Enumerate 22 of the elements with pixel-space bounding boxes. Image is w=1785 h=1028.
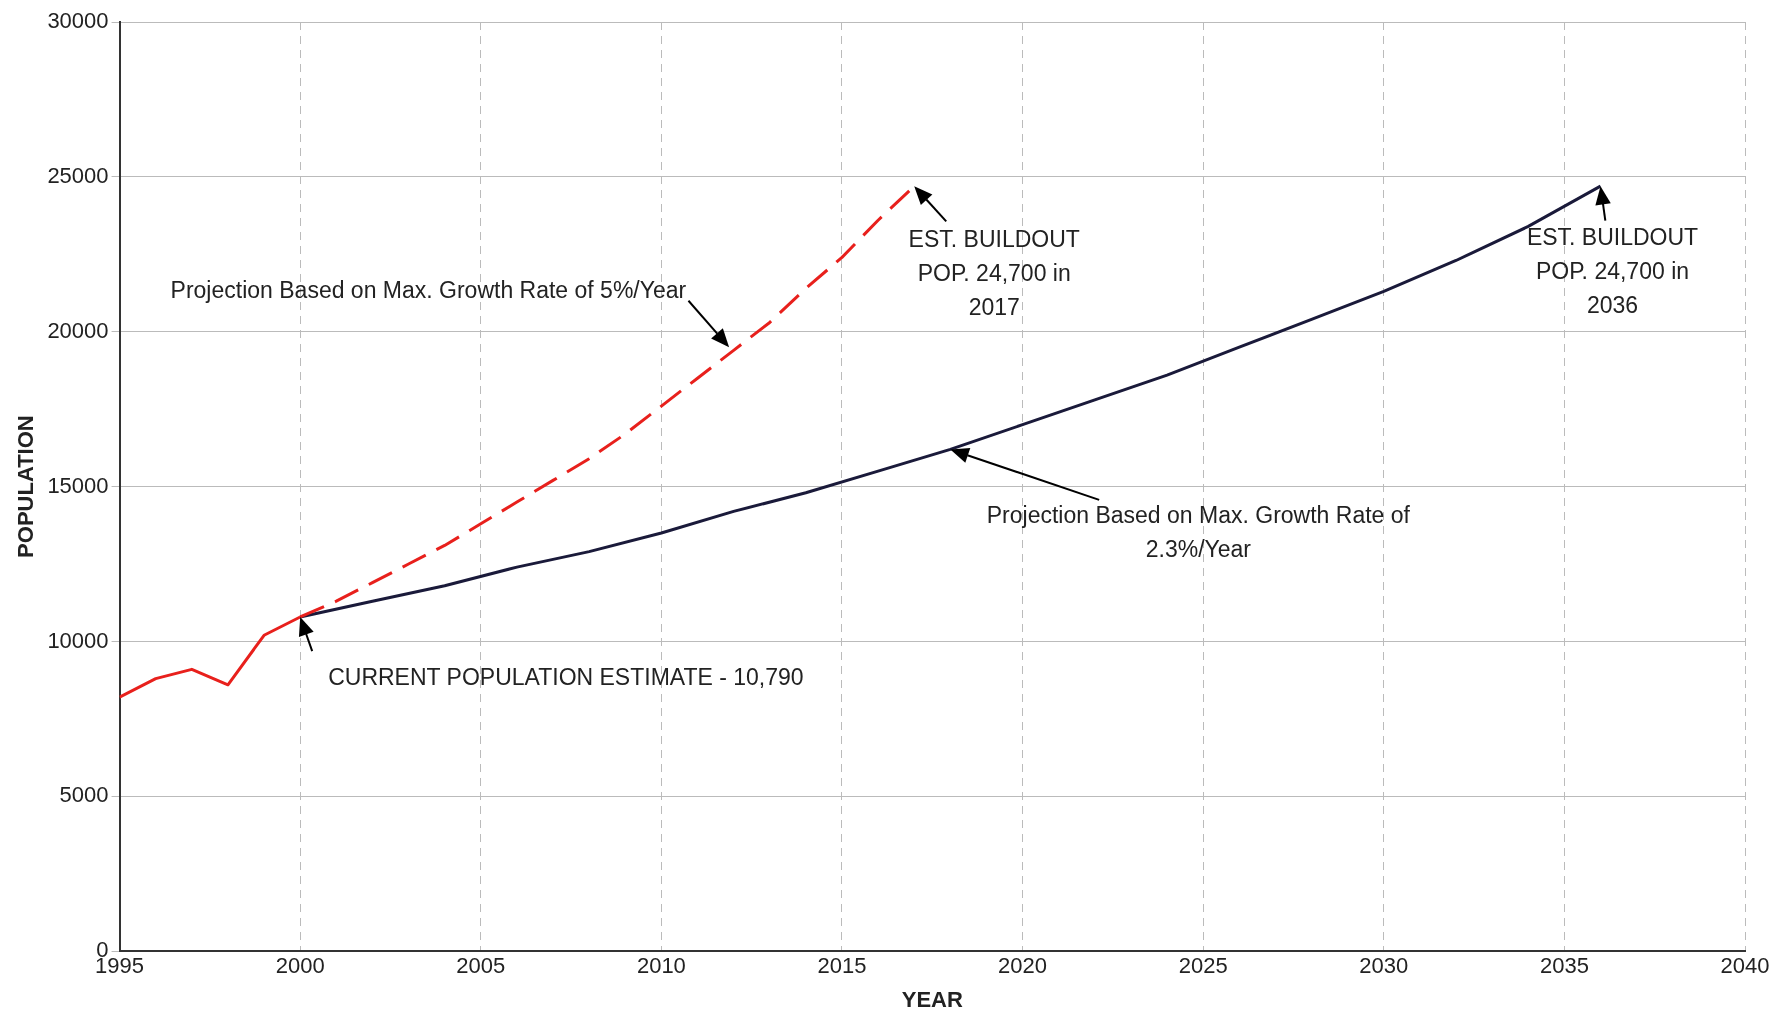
- annotation: Projection Based on Max. Growth Rate of 2.3%/Year: [986, 501, 1411, 562]
- x-tick-label: 2040: [1720, 953, 1770, 979]
- annotation: EST. BUILDOUT POP. 24,700 in 2017: [908, 225, 1080, 320]
- y-tick-label: 5000: [59, 782, 109, 808]
- x-tick-label: 2035: [1539, 953, 1589, 979]
- x-tick-label: 2030: [1359, 953, 1409, 979]
- y-tick-label: 15000: [47, 472, 109, 498]
- x-tick-label: 2020: [998, 953, 1048, 979]
- y-axis-title: POPULATION: [13, 415, 39, 558]
- y-tick-label: 25000: [47, 162, 109, 188]
- x-tick-label: 2025: [1178, 953, 1228, 979]
- annotation: EST. BUILDOUT POP. 24,700 in 2036: [1526, 223, 1699, 318]
- annotation: Projection Based on Max. Growth Rate of 5%/Year: [170, 276, 687, 303]
- x-tick-label: 2005: [456, 953, 506, 979]
- annotation: CURRENT POPULATION ESTIMATE - 10,790: [328, 664, 804, 691]
- y-tick-label: 10000: [47, 627, 109, 653]
- y-tick-label: 20000: [47, 317, 109, 343]
- x-tick-label: 2015: [817, 953, 867, 979]
- x-tick-label: 2000: [275, 953, 325, 979]
- x-tick-label: 2010: [636, 953, 686, 979]
- x-axis-title: YEAR: [901, 986, 963, 1012]
- y-tick-label: 30000: [47, 8, 109, 34]
